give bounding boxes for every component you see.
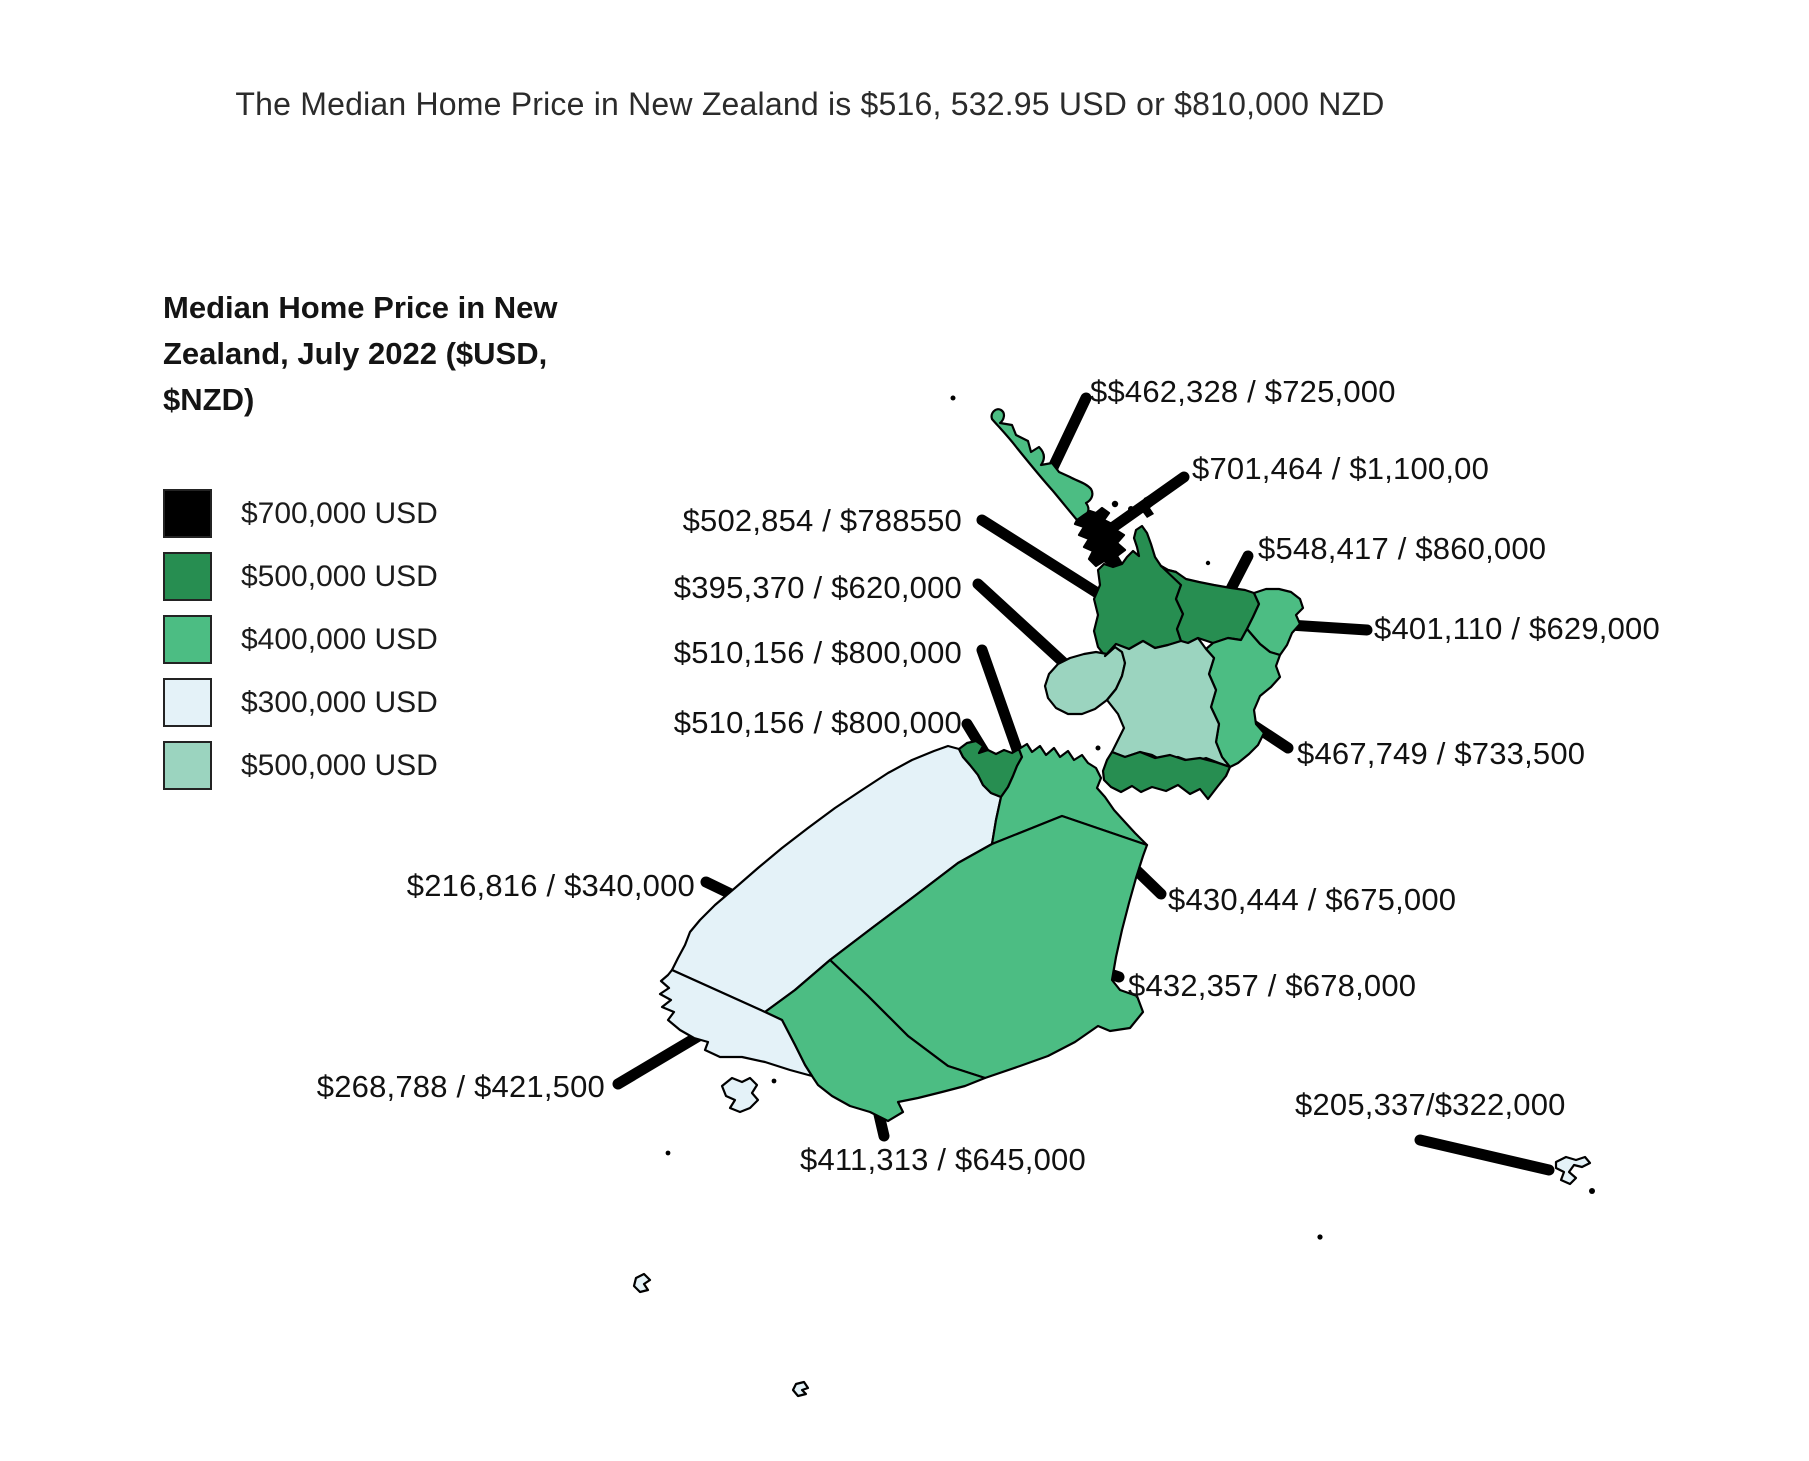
- region-marlborough: [990, 742, 1149, 847]
- page-title: The Median Home Price in New Zealand is …: [235, 86, 1385, 122]
- price-label-top-south-a: $510,156 / $800,000: [673, 635, 962, 670]
- island-white-island: [1205, 560, 1211, 566]
- price-label-southland: $268,788 / $421,500: [316, 1069, 605, 1104]
- price-label-canterbury: $432,357 / $678,000: [1128, 968, 1417, 1003]
- region-gisborne: [1245, 587, 1305, 657]
- island-pitt: [1589, 1188, 1595, 1194]
- island-auckland-islet: [1111, 500, 1119, 508]
- legend-item-700k: $700,000 USD: [163, 489, 643, 538]
- island-dot-south: [665, 1150, 671, 1156]
- island-dot-northwest: [950, 395, 956, 401]
- island-great-barrier: [1141, 494, 1157, 518]
- legend-label: $400,000 USD: [241, 622, 438, 656]
- callout-line-waikato: [976, 514, 1116, 607]
- region-manawatu-whanganui: [1103, 636, 1232, 769]
- price-label-hawkes-bay: $467,749 / $733,500: [1297, 736, 1586, 771]
- legend-swatch-black: [163, 489, 212, 538]
- legend-label: $500,000 USD: [241, 748, 438, 782]
- legend-item-500k-seafoam: $500,000 USD: [163, 741, 643, 790]
- legend-swatch-pale-blue: [163, 678, 212, 727]
- legend-swatch-medium-green: [163, 615, 212, 664]
- price-label-waikato: $502,854 / $788550: [682, 503, 962, 538]
- legend-label: $700,000 USD: [241, 496, 438, 530]
- price-label-marlborough: $430,444 / $675,000: [1168, 882, 1457, 917]
- legend-swatch-seafoam: [163, 741, 212, 790]
- price-label-bay-of-plenty: $548,417 / $860,000: [1258, 531, 1547, 566]
- legend: Median Home Price in New Zealand, July 2…: [163, 285, 643, 804]
- region-auckland: [1073, 506, 1127, 569]
- island-kapiti: [1095, 745, 1101, 751]
- region-chatham-islands: [1554, 1155, 1592, 1186]
- callout-line-chatham: [1414, 1134, 1555, 1176]
- legend-item-300k: $300,000 USD: [163, 678, 643, 727]
- region-wellington: [1101, 750, 1232, 801]
- price-label-auckland: $701,464 / $1,100,00: [1192, 451, 1490, 486]
- price-label-northland: $$462,328 / $725,000: [1090, 374, 1396, 409]
- region-southland: [658, 968, 814, 1078]
- callout-line-central-west: [972, 578, 1083, 681]
- legend-item-500k-dark: $500,000 USD: [163, 552, 643, 601]
- island-auckland-islet2: [1128, 506, 1134, 512]
- legend-label: $300,000 USD: [241, 685, 438, 719]
- price-label-chatham: $205,337/$322,000: [1295, 1087, 1566, 1122]
- island-snares: [632, 1272, 652, 1294]
- price-label-otago: $411,313 / $645,000: [800, 1142, 1086, 1177]
- island-campbell: [791, 1380, 810, 1398]
- legend-label: $500,000 USD: [241, 559, 438, 593]
- island-antipodes: [1317, 1234, 1323, 1240]
- price-label-east-cape: $401,110 / $629,000: [1374, 611, 1660, 646]
- island-ruapuke: [771, 1078, 777, 1084]
- region-stewart-island: [720, 1076, 760, 1114]
- legend-swatch-dark-green: [163, 552, 212, 601]
- legend-item-400k: $400,000 USD: [163, 615, 643, 664]
- region-northland: [990, 408, 1094, 522]
- price-label-top-south-b: $510,156 / $800,000: [673, 705, 962, 740]
- legend-title: Median Home Price in New Zealand, July 2…: [163, 290, 558, 417]
- price-label-central-west: $395,370 / $620,000: [673, 570, 962, 605]
- price-label-west-coast: $216,816 / $340,000: [406, 868, 695, 903]
